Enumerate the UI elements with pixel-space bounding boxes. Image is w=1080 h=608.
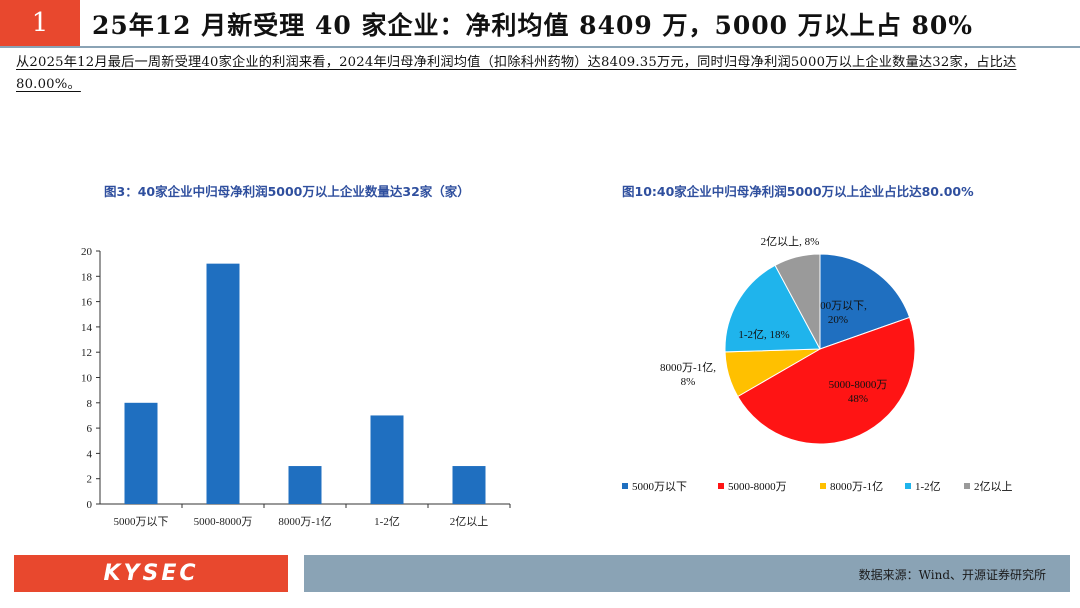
bar xyxy=(370,415,404,504)
legend-label: 2亿以上 xyxy=(974,480,1013,493)
legend-label: 5000-8000万 xyxy=(728,481,787,493)
pie-slice xyxy=(724,264,821,353)
slice-label: 1-2亿, 18% xyxy=(738,328,789,341)
y-tick-label: 10 xyxy=(81,373,93,385)
bar xyxy=(452,466,486,504)
bar-chart-title: 图3：40家企业中归母净利润5000万以上企业数量达32家（家） xyxy=(104,184,470,199)
legend-swatch xyxy=(905,483,911,489)
y-tick-label: 18 xyxy=(81,271,93,283)
legend-swatch xyxy=(622,483,628,489)
y-tick-label: 12 xyxy=(81,347,92,359)
bar xyxy=(206,263,240,504)
slide-number: 1 xyxy=(0,0,80,46)
slice-label: 20% xyxy=(828,314,848,326)
pie-slice xyxy=(774,253,821,350)
x-tick-label: 5000-8000万 xyxy=(194,516,253,528)
bar xyxy=(288,466,322,504)
legend-label: 1-2亿 xyxy=(915,480,941,493)
legend-swatch xyxy=(964,483,970,489)
slice-label: 8000万-1亿, xyxy=(660,361,716,374)
legend-swatch xyxy=(820,483,826,489)
legend-label: 5000万以下 xyxy=(632,481,687,493)
page-title: 25年12 月新受理 40 家企业：净利均值 8409 万，5000 万以上占 … xyxy=(92,11,974,40)
pie-chart-title: 图10:40家企业中归母净利润5000万以上企业占比达80.00% xyxy=(622,184,974,199)
x-tick-label: 8000万-1亿 xyxy=(278,515,331,528)
y-tick-label: 16 xyxy=(81,297,93,309)
legend-label: 8000万-1亿 xyxy=(830,480,883,493)
footer-bar: 数据来源：Wind、开源证券研究所 xyxy=(304,555,1070,592)
slice-label: 48% xyxy=(848,393,868,405)
x-tick-label: 2亿以上 xyxy=(450,515,489,528)
kysec-logo: KYSEC xyxy=(14,555,288,592)
title-divider xyxy=(0,46,1080,48)
legend-swatch xyxy=(718,483,724,489)
y-tick-label: 20 xyxy=(81,246,93,258)
slice-label: 5000万以下, xyxy=(809,300,867,312)
x-tick-label: 1-2亿 xyxy=(374,515,400,528)
y-tick-label: 14 xyxy=(81,322,93,334)
y-tick-label: 8 xyxy=(87,398,93,410)
y-tick-label: 0 xyxy=(87,499,93,511)
summary-text: 从2025年12月最后一周新受理40家企业的利润来看，2024年归母净利润均值（… xyxy=(16,55,1017,92)
bar-chart: 0 2 4 6 8 10 12 14 16 18 20 5000万以下 5000-8000万 8000万-… xyxy=(81,246,511,528)
bar xyxy=(124,402,158,504)
slice-label: 8% xyxy=(681,376,696,388)
y-tick-label: 6 xyxy=(87,423,93,435)
pie-chart: 5000万以下, 20% 5000-8000万 48% 8000万-1亿, 8% 1-2亿,… xyxy=(622,235,1013,493)
y-tick-label: 4 xyxy=(87,448,93,460)
slice-label: 5000-8000万 xyxy=(829,379,888,391)
pie-slice xyxy=(737,316,916,445)
data-source: 数据来源：Wind、开源证券研究所 xyxy=(858,568,1046,582)
y-tick-label: 2 xyxy=(87,474,93,486)
slice-label: 2亿以上, 8% xyxy=(761,235,820,248)
x-tick-label: 5000万以下 xyxy=(114,516,169,528)
